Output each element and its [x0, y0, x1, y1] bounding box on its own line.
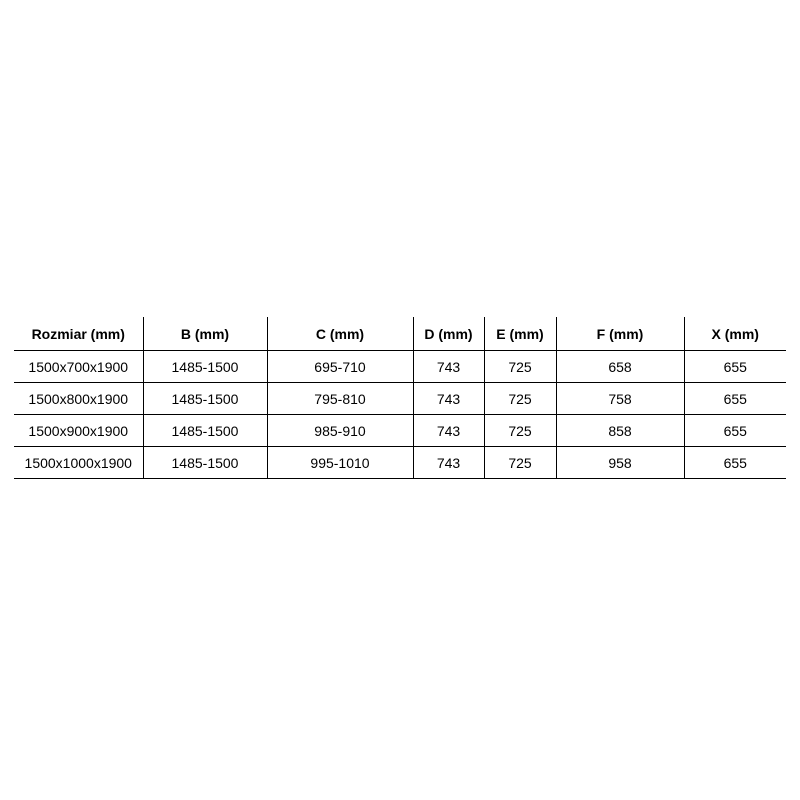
table-cell: 1500x700x1900 — [14, 350, 144, 383]
table-cell: 655 — [683, 446, 786, 479]
table-row: 1500x900x1900 1485-1500 985-910 743 725 … — [14, 414, 786, 447]
table-cell: 725 — [483, 382, 557, 415]
table-cell: 858 — [555, 414, 685, 447]
header-cell-f: F (mm) — [555, 317, 685, 351]
table-cell: 655 — [683, 382, 786, 415]
table-cell: 658 — [555, 350, 685, 383]
header-cell-b: B (mm) — [142, 317, 268, 351]
header-row: Rozmiar (mm) B (mm) C (mm) D (mm) E (mm)… — [14, 317, 786, 351]
table-cell: 743 — [412, 414, 485, 447]
table-row: 1500x800x1900 1485-1500 795-810 743 725 … — [14, 382, 786, 415]
table-row: 1500x1000x1900 1485-1500 995-1010 743 72… — [14, 446, 786, 479]
table-cell: 958 — [555, 446, 685, 479]
table-cell: 1500x1000x1900 — [14, 446, 144, 479]
table-cell: 995-1010 — [266, 446, 414, 479]
table-cell: 985-910 — [266, 414, 414, 447]
table-cell: 1485-1500 — [142, 446, 268, 479]
header-cell-e: E (mm) — [483, 317, 557, 351]
table-cell: 725 — [483, 350, 557, 383]
table-cell: 743 — [412, 446, 485, 479]
table-cell: 1485-1500 — [142, 350, 268, 383]
table-cell: 743 — [412, 382, 485, 415]
table-row: 1500x700x1900 1485-1500 695-710 743 725 … — [14, 350, 786, 383]
table-cell: 695-710 — [266, 350, 414, 383]
table-cell: 655 — [683, 414, 786, 447]
table-cell: 743 — [412, 350, 485, 383]
header-cell-c: C (mm) — [266, 317, 414, 351]
header-cell-d: D (mm) — [412, 317, 485, 351]
table-cell: 725 — [483, 446, 557, 479]
header-cell-rozmiar: Rozmiar (mm) — [14, 317, 144, 351]
table-cell: 795-810 — [266, 382, 414, 415]
table-cell: 758 — [555, 382, 685, 415]
size-spec-table: Rozmiar (mm) B (mm) C (mm) D (mm) E (mm)… — [14, 317, 786, 479]
table-cell: 1485-1500 — [142, 414, 268, 447]
table-cell: 1500x800x1900 — [14, 382, 144, 415]
table-cell: 655 — [683, 350, 786, 383]
table-cell: 725 — [483, 414, 557, 447]
table-cell: 1485-1500 — [142, 382, 268, 415]
header-cell-x: X (mm) — [683, 317, 786, 351]
table-cell: 1500x900x1900 — [14, 414, 144, 447]
